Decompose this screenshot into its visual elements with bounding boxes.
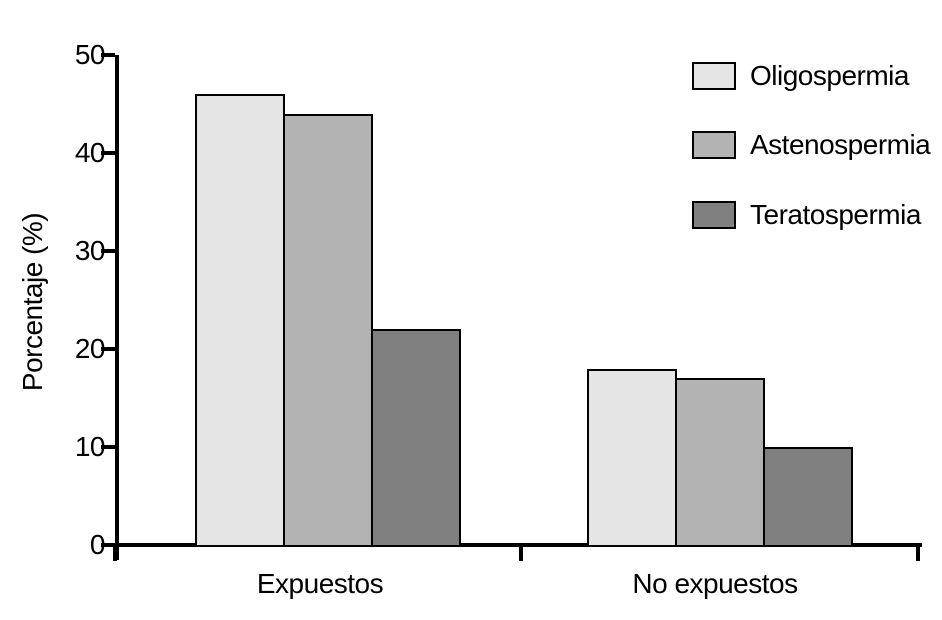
legend-swatch-teratospermia [692,200,736,229]
legend-label-astenospermia: Astenospermia [750,129,931,160]
y-tick-label: 0 [89,529,106,560]
y-tick-label: 40 [74,137,106,168]
y-axis-title: Porcentaje (%) [17,212,48,392]
bar-expuestos-oligospermia [195,94,285,547]
x-tick [113,545,117,561]
legend-label-teratospermia: Teratospermia [750,198,921,230]
x-category-label-expuestos: Expuestos [256,568,384,599]
y-tick [101,53,115,57]
legend-swatch-astenospermia [692,131,736,159]
legend-item-astenospermia: Astenospermia [692,129,931,161]
y-tick-label: 50 [74,39,106,70]
y-tick [101,249,115,253]
y-tick-label: 10 [74,431,106,462]
bar-expuestos-astenospermia [283,113,373,547]
bar-no-expuestos-astenospermia [675,378,765,547]
x-category-label-no-expuestos: No expuestos [632,568,798,599]
y-tick-label: 20 [74,333,106,364]
y-tick [101,347,115,351]
x-tick [519,545,523,561]
legend-swatch-oligospermia [692,61,736,90]
legend-label-oligospermia: Oligospermia [750,59,909,91]
bar-no-expuestos-teratospermia [763,447,853,547]
x-axis-line [115,543,922,547]
y-tick [101,543,115,547]
y-tick [101,445,115,449]
bar-expuestos-teratospermia [371,329,461,547]
legend-item-oligospermia: Oligospermia [692,60,909,91]
legend-item-teratospermia: Teratospermia [692,199,921,230]
y-tick-label: 30 [74,235,106,266]
y-tick [101,151,115,155]
y-axis-line [115,55,119,560]
bar-no-expuestos-oligospermia [587,368,677,547]
x-tick [916,545,920,561]
